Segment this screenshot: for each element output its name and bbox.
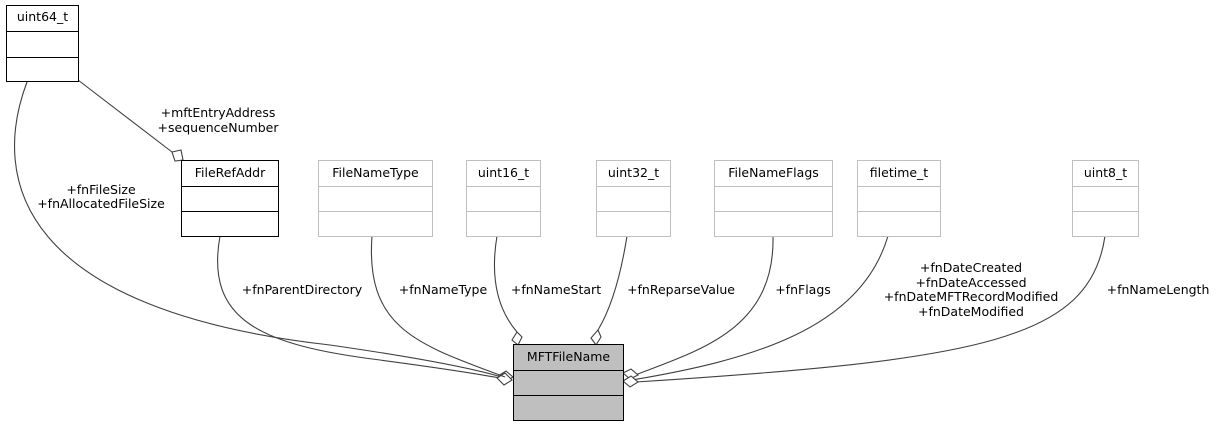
diamond-mft-top-left	[511, 331, 523, 346]
diamond-mft-left-2	[496, 372, 513, 386]
edge-label-fndatemftrecordmodified: +fnDateMFTRecordModified	[884, 289, 1059, 304]
edge-label-sequencenumber: +sequenceNumber	[158, 120, 280, 135]
edge-label-fnallocatedfilesize: +fnAllocatedFileSize	[37, 196, 165, 211]
edge-filerefaddr-to-mft	[217, 235, 501, 379]
class-box-filenameflags[interactable]: FileNameFlags	[714, 160, 833, 237]
diamond-mft-top-right	[590, 328, 602, 346]
class-box-uint64_t[interactable]: uint64_t	[6, 5, 79, 82]
edge-uint64-to-mft	[13, 81, 499, 377]
class-name-filenameflags: FileNameFlags	[728, 165, 819, 180]
edge-filetime-to-mft	[631, 235, 889, 381]
class-name-uint16_t: uint16_t	[478, 165, 529, 180]
diamond-mft-right	[622, 368, 639, 380]
class-name-filenametype: FileNameType	[332, 165, 419, 180]
edge-label-mftentryaddress: +mftEntryAddress	[161, 105, 276, 120]
edge-uint16-to-mft	[493, 235, 518, 333]
edge-filenameflags-to-mft	[629, 235, 774, 378]
edge-label-fndatecreated: +fnDateCreated	[920, 260, 1022, 275]
class-box-mftfilename[interactable]: MFTFileName	[513, 344, 624, 421]
edge-filenametype-to-mft	[370, 235, 506, 378]
class-box-uint32_t[interactable]: uint32_t	[596, 160, 671, 237]
class-box-filetime_t[interactable]: filetime_t	[857, 160, 941, 237]
edge-uint32-to-mft	[597, 235, 628, 331]
edge-label-fnparentdirectory: +fnParentDirectory	[242, 282, 363, 297]
edge-label-fnnametype: +fnNameType	[399, 282, 488, 297]
edge-label-fndatemodified: +fnDateModified	[918, 304, 1024, 319]
diamond-filerefaddr	[171, 149, 184, 162]
class-name-uint8_t: uint8_t	[1084, 165, 1127, 180]
class-name-uint32_t: uint32_t	[608, 165, 659, 180]
class-box-uint8_t[interactable]: uint8_t	[1072, 160, 1139, 237]
edge-label-fnreparsevalue: +fnReparseValue	[627, 282, 735, 297]
edge-uint64-to-filerefaddr	[77, 79, 173, 153]
edge-label-fnfilesize: +fnFileSize	[66, 182, 136, 197]
class-box-filenametype[interactable]: FileNameType	[318, 160, 433, 237]
class-box-filerefaddr[interactable]: FileRefAddr	[181, 160, 279, 237]
edge-label-fnflags: +fnFlags	[775, 282, 831, 297]
diamond-mft-right-2	[622, 375, 639, 388]
class-name-uint64_t: uint64_t	[17, 9, 68, 24]
class-name-mftfilename: MFTFileName	[527, 349, 610, 364]
edge-label-fnnamelength: +fnNameLength	[1107, 282, 1210, 297]
class-box-uint16_t[interactable]: uint16_t	[466, 160, 541, 237]
edge-uint8-to-mft	[635, 235, 1106, 383]
edge-label-fnnamestart: +fnNameStart	[511, 282, 601, 297]
edge-label-fndateaccessed: +fnDateAccessed	[915, 275, 1026, 290]
class-name-filetime_t: filetime_t	[870, 165, 929, 180]
class-name-filerefaddr: FileRefAddr	[195, 165, 266, 180]
